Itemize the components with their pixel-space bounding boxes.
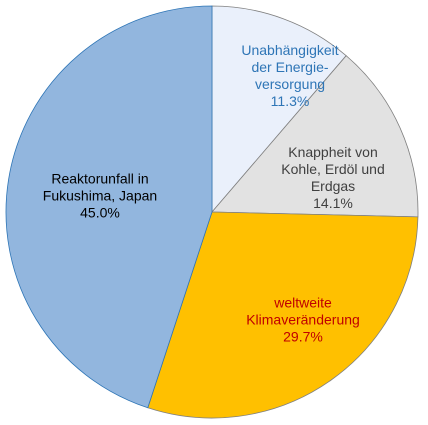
- slice-value: 45.0%: [80, 204, 120, 221]
- slice-value: 29.7%: [283, 328, 323, 345]
- slice-value: 11.3%: [270, 93, 310, 109]
- slice-category: weltweite Klimaveränderung: [246, 294, 360, 328]
- slice-value: 14.1%: [313, 195, 353, 211]
- pie-slice: [5, 5, 213, 409]
- slice-label: Knappheit von Kohle, Erdöl und Erdgas 14.…: [281, 144, 385, 212]
- slice-category: Knappheit von Kohle, Erdöl und Erdgas: [281, 144, 385, 194]
- pie-slice: [211, 55, 419, 218]
- slice-label: weltweite Klimaveränderung 29.7%: [246, 295, 360, 346]
- slice-category: Unabhängigkeit der Energie- versorgung: [241, 42, 339, 92]
- slice-label: Unabhängigkeit der Energie- versorgung 11…: [241, 42, 338, 110]
- slice-label: Reaktorunfall in Fukushima, Japan 45.0%: [43, 171, 157, 222]
- pie-slice: [147, 211, 419, 419]
- slice-category: Reaktorunfall in Fukushima, Japan: [42, 170, 158, 204]
- pie-slice: [211, 5, 347, 214]
